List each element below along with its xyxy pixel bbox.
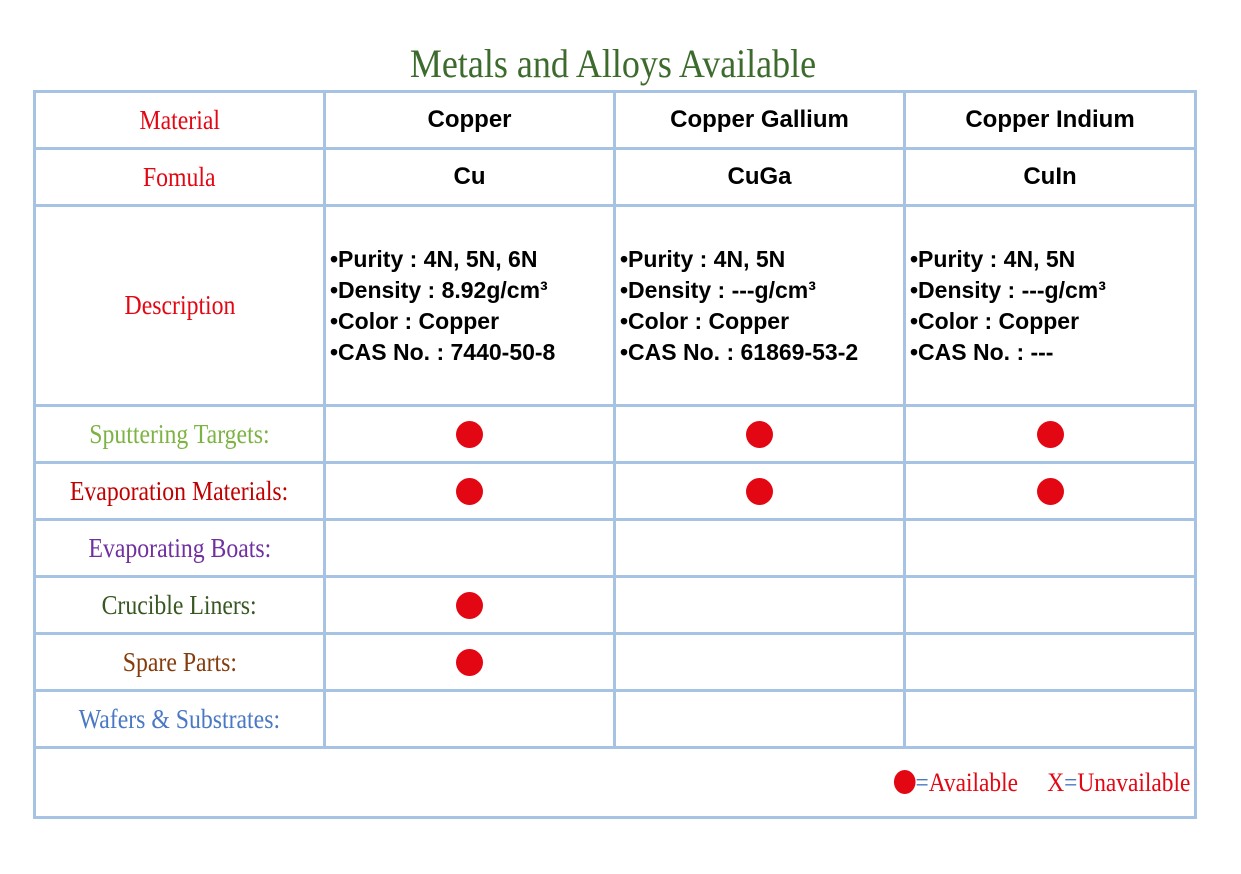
- legend-row: =Available X=Unavailable: [33, 746, 1197, 819]
- material-name-copper-indium: Copper Indium: [903, 90, 1197, 150]
- cas-text: •CAS No. : 7440-50-8: [330, 338, 556, 365]
- description-label: Description: [124, 290, 235, 320]
- formula-cuga: CuGa: [613, 147, 906, 207]
- available-dot-icon: [746, 420, 773, 448]
- description-copper-gallium: •Purity : 4N, 5N •Density : ---g/cm³ •Co…: [613, 204, 906, 407]
- material-name-copper-gallium: Copper Gallium: [613, 90, 906, 150]
- availability-cell: [903, 518, 1197, 578]
- row-label-spare: Spare Parts:: [33, 632, 326, 692]
- availability-cell: [323, 575, 616, 635]
- material-row: Material Copper Copper Gallium Copper In…: [33, 90, 1197, 150]
- available-dot-icon: [456, 591, 483, 619]
- availability-cell: [613, 518, 906, 578]
- availability-cell: [323, 518, 616, 578]
- available-dot-icon: [1036, 420, 1064, 448]
- sputtering-label: Sputtering Targets:: [89, 418, 270, 449]
- row-label-crucible: Crucible Liners:: [33, 575, 326, 635]
- density-text: •Density : ---g/cm³: [910, 276, 1106, 303]
- availability-cell: [903, 575, 1197, 635]
- availability-cell: [903, 461, 1197, 521]
- evaporation-label: Evaporation Materials:: [70, 475, 289, 506]
- color-text: •Color : Copper: [620, 307, 790, 334]
- sputtering-row: Sputtering Targets:: [33, 404, 1197, 464]
- crucible-row: Crucible Liners:: [33, 575, 1197, 635]
- page-title: Metals and Alloys Available: [409, 41, 817, 86]
- row-label-wafers: Wafers & Substrates:: [33, 689, 326, 749]
- legend-x-icon: X: [1046, 767, 1064, 797]
- legend: =Available X=Unavailable: [33, 746, 1197, 819]
- availability-cell: [613, 689, 906, 749]
- legend-equals: =: [1063, 767, 1077, 797]
- purity-text: •Purity : 4N, 5N: [620, 245, 786, 272]
- spare-row: Spare Parts:: [33, 632, 1197, 692]
- row-label-evaporation: Evaporation Materials:: [33, 461, 326, 521]
- purity-text: •Purity : 4N, 5N: [910, 245, 1076, 272]
- row-label-description: Description: [33, 204, 326, 407]
- row-label-formula: Fomula: [33, 147, 326, 207]
- description-row: Description •Purity : 4N, 5N, 6N •Densit…: [33, 204, 1197, 407]
- wafers-row: Wafers & Substrates:: [33, 689, 1197, 749]
- spare-label: Spare Parts:: [122, 646, 237, 677]
- legend-available: Available: [928, 767, 1018, 797]
- cas-text: •CAS No. : ---: [910, 338, 1054, 365]
- color-text: •Color : Copper: [330, 307, 500, 334]
- availability-cell: [903, 404, 1197, 464]
- legend-unavailable: Unavailable: [1076, 767, 1190, 797]
- availability-cell: [323, 632, 616, 692]
- materials-table: Material Copper Copper Gallium Copper In…: [33, 90, 1197, 819]
- formula-cuin: CuIn: [903, 147, 1197, 207]
- availability-cell: [323, 689, 616, 749]
- availability-cell: [903, 632, 1197, 692]
- density-text: •Density : 8.92g/cm³: [330, 276, 548, 303]
- available-dot-icon: [456, 477, 483, 505]
- evaporation-row: Evaporation Materials:: [33, 461, 1197, 521]
- availability-cell: [613, 575, 906, 635]
- availability-cell: [613, 461, 906, 521]
- formula-cu: Cu: [323, 147, 616, 207]
- formula-row: Fomula Cu CuGa CuIn: [33, 147, 1197, 207]
- crucible-label: Crucible Liners:: [101, 589, 258, 620]
- row-label-boats: Evaporating Boats:: [33, 518, 326, 578]
- wafers-label: Wafers & Substrates:: [78, 703, 281, 734]
- boats-row: Evaporating Boats:: [33, 518, 1197, 578]
- available-dot-icon: [456, 648, 483, 676]
- description-copper: •Purity : 4N, 5N, 6N •Density : 8.92g/cm…: [323, 204, 616, 407]
- material-label: Material: [139, 104, 220, 135]
- available-dot-icon: [456, 420, 483, 448]
- color-text: •Color : Copper: [910, 307, 1080, 334]
- availability-cell: [323, 461, 616, 521]
- legend-content: =Available X=Unavailable: [893, 767, 1190, 798]
- description-copper-indium: •Purity : 4N, 5N •Density : ---g/cm³ •Co…: [903, 204, 1197, 407]
- legend-equals: =: [915, 767, 929, 797]
- row-label-sputtering: Sputtering Targets:: [33, 404, 326, 464]
- availability-cell: [323, 404, 616, 464]
- available-dot-icon: [746, 477, 773, 505]
- formula-label: Fomula: [143, 161, 216, 192]
- row-label-material: Material: [33, 90, 326, 150]
- density-text: •Density : ---g/cm³: [620, 276, 816, 303]
- available-dot-icon: [893, 769, 916, 794]
- availability-cell: [903, 689, 1197, 749]
- availability-cell: [613, 632, 906, 692]
- availability-cell: [613, 404, 906, 464]
- cas-text: •CAS No. : 61869-53-2: [620, 338, 859, 365]
- purity-text: •Purity : 4N, 5N, 6N: [330, 245, 538, 272]
- boats-label: Evaporating Boats:: [88, 532, 271, 563]
- available-dot-icon: [1036, 477, 1064, 505]
- material-name-copper: Copper: [323, 90, 616, 150]
